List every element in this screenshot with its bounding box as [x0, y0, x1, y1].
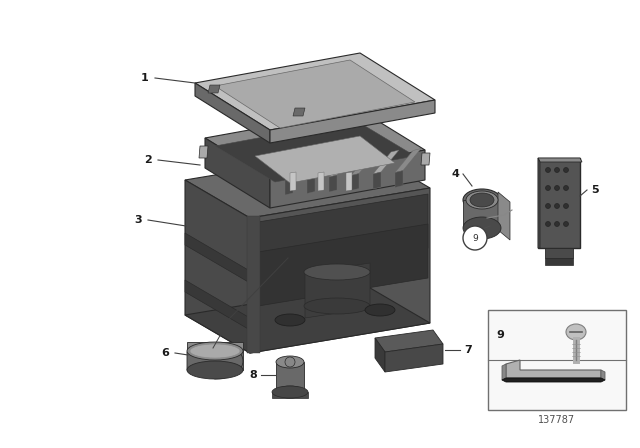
Ellipse shape	[187, 342, 243, 360]
Text: 5: 5	[591, 185, 599, 195]
Polygon shape	[250, 188, 430, 353]
Ellipse shape	[190, 344, 240, 358]
Circle shape	[563, 185, 568, 190]
Polygon shape	[375, 338, 385, 372]
Polygon shape	[305, 263, 370, 318]
Ellipse shape	[463, 217, 501, 239]
Polygon shape	[205, 138, 270, 208]
Polygon shape	[276, 362, 304, 392]
FancyBboxPatch shape	[488, 310, 626, 410]
Polygon shape	[329, 153, 355, 177]
Text: 6: 6	[161, 348, 169, 358]
Polygon shape	[187, 342, 243, 351]
Polygon shape	[205, 110, 425, 178]
Polygon shape	[421, 153, 430, 165]
Ellipse shape	[566, 324, 586, 340]
Text: 3: 3	[134, 215, 142, 225]
Ellipse shape	[365, 304, 395, 316]
Polygon shape	[272, 392, 308, 398]
Polygon shape	[195, 83, 270, 143]
Circle shape	[554, 185, 559, 190]
Circle shape	[545, 185, 550, 190]
Polygon shape	[385, 344, 443, 372]
Polygon shape	[187, 351, 243, 370]
Circle shape	[545, 203, 550, 208]
Polygon shape	[351, 173, 359, 190]
Polygon shape	[538, 158, 582, 162]
Polygon shape	[506, 360, 601, 378]
Polygon shape	[185, 180, 250, 353]
Polygon shape	[373, 150, 399, 174]
Circle shape	[545, 168, 550, 172]
Polygon shape	[247, 216, 260, 353]
Polygon shape	[208, 85, 220, 93]
Ellipse shape	[463, 189, 501, 211]
Polygon shape	[293, 108, 305, 116]
Ellipse shape	[187, 361, 243, 379]
Polygon shape	[318, 172, 324, 191]
Polygon shape	[185, 285, 430, 353]
Text: 4: 4	[451, 169, 459, 179]
Polygon shape	[375, 330, 443, 352]
Polygon shape	[601, 370, 605, 380]
Polygon shape	[329, 175, 337, 192]
Polygon shape	[545, 248, 573, 258]
Circle shape	[545, 221, 550, 227]
Text: 9: 9	[472, 233, 478, 242]
Polygon shape	[185, 280, 250, 330]
Polygon shape	[395, 171, 403, 188]
Polygon shape	[346, 172, 352, 191]
Polygon shape	[270, 150, 425, 208]
Polygon shape	[538, 158, 580, 248]
Polygon shape	[215, 60, 415, 128]
Circle shape	[563, 203, 568, 208]
Text: 9: 9	[496, 330, 504, 340]
Polygon shape	[545, 258, 573, 265]
Ellipse shape	[304, 264, 370, 280]
Polygon shape	[187, 343, 243, 379]
Text: 8: 8	[249, 370, 257, 380]
Polygon shape	[373, 172, 381, 189]
Polygon shape	[270, 100, 435, 143]
Polygon shape	[502, 364, 506, 380]
Circle shape	[563, 221, 568, 227]
Circle shape	[554, 203, 559, 208]
Text: 7: 7	[464, 345, 472, 355]
Polygon shape	[498, 192, 510, 240]
Ellipse shape	[276, 356, 304, 368]
Circle shape	[285, 357, 295, 367]
Polygon shape	[290, 172, 296, 191]
Ellipse shape	[470, 193, 494, 207]
Circle shape	[554, 221, 559, 227]
Polygon shape	[285, 156, 311, 180]
Polygon shape	[195, 53, 435, 130]
Text: 1: 1	[141, 73, 149, 83]
Polygon shape	[199, 146, 208, 158]
Polygon shape	[252, 194, 428, 277]
Circle shape	[554, 168, 559, 172]
Polygon shape	[185, 233, 250, 283]
Polygon shape	[307, 177, 315, 194]
Ellipse shape	[276, 386, 304, 398]
Text: 137787: 137787	[538, 415, 575, 425]
Ellipse shape	[466, 191, 498, 209]
Polygon shape	[351, 151, 377, 176]
Polygon shape	[502, 378, 605, 382]
Circle shape	[563, 168, 568, 172]
Polygon shape	[538, 158, 540, 248]
Polygon shape	[252, 224, 428, 307]
Circle shape	[463, 226, 487, 250]
Polygon shape	[255, 136, 395, 183]
Polygon shape	[187, 351, 243, 370]
Ellipse shape	[275, 314, 305, 326]
Polygon shape	[185, 150, 430, 218]
Polygon shape	[307, 155, 333, 178]
Polygon shape	[215, 120, 415, 182]
Ellipse shape	[304, 298, 370, 314]
Polygon shape	[463, 200, 501, 228]
Ellipse shape	[272, 386, 308, 398]
Polygon shape	[285, 178, 293, 195]
Polygon shape	[395, 148, 421, 172]
Text: 2: 2	[144, 155, 152, 165]
